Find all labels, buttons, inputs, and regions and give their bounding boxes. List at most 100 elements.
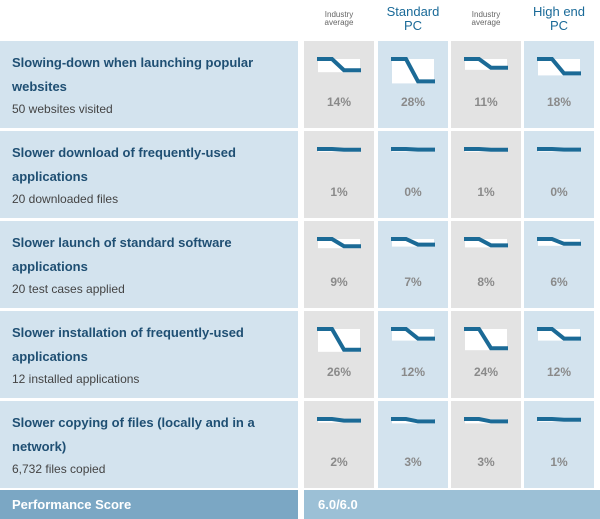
percent-value: 7% <box>404 275 422 289</box>
row-subtitle: 20 test cases applied <box>12 282 125 296</box>
drop-sparkline <box>317 237 361 249</box>
percent-value: 0% <box>550 185 568 199</box>
column-header-2-line-1: Standard <box>386 4 440 20</box>
percent-value: 26% <box>326 365 352 379</box>
percent-value: 0% <box>404 185 422 199</box>
column-header-1-line-1: Industry <box>324 9 354 19</box>
value-cell: 12% <box>378 311 448 398</box>
drop-sparkline <box>537 147 581 152</box>
percent-value: 18% <box>546 95 572 109</box>
column-header-4-line-2: PC <box>549 18 569 33</box>
value-cell: 24% <box>451 311 521 398</box>
drop-line <box>464 147 508 152</box>
percent-value: 1% <box>550 455 568 469</box>
percent-value: 9% <box>330 275 348 289</box>
percent-value: 3% <box>477 455 495 469</box>
drop-line <box>317 147 361 152</box>
row-subtitle: 20 downloaded files <box>12 192 119 206</box>
row-subtitle: 12 installed applications <box>12 372 140 386</box>
drop-sparkline <box>537 417 581 422</box>
row-subtitle: 50 websites visited <box>12 102 113 116</box>
drop-line <box>391 57 435 84</box>
drop-sparkline <box>537 57 581 76</box>
row-title: Slower copying of files (locally and in … <box>12 415 255 454</box>
drop-line <box>391 237 435 247</box>
drop-sparkline <box>317 417 361 423</box>
drop-line <box>391 147 435 152</box>
value-cell: 3% <box>451 401 521 488</box>
drop-sparkline <box>317 57 361 73</box>
value-cell: 3% <box>378 401 448 488</box>
row-label-cell: Slower copying of files (locally and in … <box>0 401 298 488</box>
percent-value: 11% <box>474 95 498 109</box>
drop-line <box>464 327 508 351</box>
drop-sparkline <box>537 237 581 246</box>
percent-value: 2% <box>330 455 348 469</box>
value-cell: 7% <box>378 221 448 308</box>
table-row: Slower download of frequently-used appli… <box>0 131 600 218</box>
column-header-3-line-2: average <box>471 18 501 27</box>
drop-line <box>464 57 508 70</box>
table-row: Slower installation of frequently-used a… <box>0 311 600 398</box>
drop-line <box>317 57 361 73</box>
drop-sparkline <box>317 327 361 352</box>
value-cell: 18% <box>524 41 594 128</box>
percent-value: 1% <box>477 185 495 199</box>
drop-sparkline <box>464 417 508 424</box>
drop-line <box>464 417 508 424</box>
row-subtitle: 6,732 files copied <box>12 462 106 476</box>
column-header-3-line-1: Industry <box>471 9 501 19</box>
table-row: Slowing-down when launching popular webs… <box>0 41 600 128</box>
column-header-3: Industry average <box>451 0 521 38</box>
drop-sparkline <box>391 57 435 84</box>
percent-value: 1% <box>330 185 348 199</box>
value-cell: 12% <box>524 311 594 398</box>
performance-score-label: Performance Score <box>12 497 132 512</box>
column-header-4: High end PC <box>524 0 594 38</box>
percent-value: 24% <box>473 365 499 379</box>
column-header-1: Industry average <box>304 0 374 38</box>
row-title: Slower installation of frequently-used a… <box>12 325 244 364</box>
drop-sparkline <box>464 57 508 70</box>
drop-line <box>317 327 361 352</box>
value-cell: 11% <box>451 41 521 128</box>
percent-value: 28% <box>400 95 426 109</box>
value-cell: 8% <box>451 221 521 308</box>
column-header-2-line-2: PC <box>403 18 423 33</box>
drop-line <box>537 237 581 246</box>
row-label-cell: Slower installation of frequently-used a… <box>0 311 298 398</box>
drop-line <box>317 237 361 249</box>
percent-value: 12% <box>546 365 572 379</box>
performance-score-value-cell: 6.0/6.0 <box>304 490 600 519</box>
drop-line <box>391 417 435 424</box>
percent-value: 8% <box>477 275 495 289</box>
row-title: Slowing-down when launching popular webs… <box>12 55 254 94</box>
drop-sparkline <box>537 327 581 341</box>
percent-value: 14% <box>326 95 352 109</box>
column-header-4-line-1: High end <box>532 4 586 20</box>
row-label-cell: Slower download of frequently-used appli… <box>0 131 298 218</box>
drop-sparkline <box>391 237 435 247</box>
drop-line <box>391 327 435 341</box>
drop-sparkline <box>391 417 435 424</box>
value-cell: 26% <box>304 311 374 398</box>
row-label-cell: Slowing-down when launching popular webs… <box>0 41 298 128</box>
value-cell: 6% <box>524 221 594 308</box>
value-cell: 1% <box>304 131 374 218</box>
percent-value: 6% <box>550 275 568 289</box>
drop-sparkline <box>464 147 508 152</box>
drop-line <box>537 327 581 341</box>
value-cell: 1% <box>524 401 594 488</box>
value-cell: 0% <box>524 131 594 218</box>
row-label-cell: Slower launch of standard software appli… <box>0 221 298 308</box>
drop-sparkline <box>391 327 435 341</box>
drop-line <box>317 417 361 423</box>
drop-line <box>537 147 581 152</box>
value-cell: 14% <box>304 41 374 128</box>
percent-value: 12% <box>400 365 426 379</box>
value-cell: 0% <box>378 131 448 218</box>
value-cell: 28% <box>378 41 448 128</box>
drop-sparkline <box>391 147 435 152</box>
column-header-1-line-2: average <box>324 18 354 27</box>
percent-value: 3% <box>404 455 422 469</box>
